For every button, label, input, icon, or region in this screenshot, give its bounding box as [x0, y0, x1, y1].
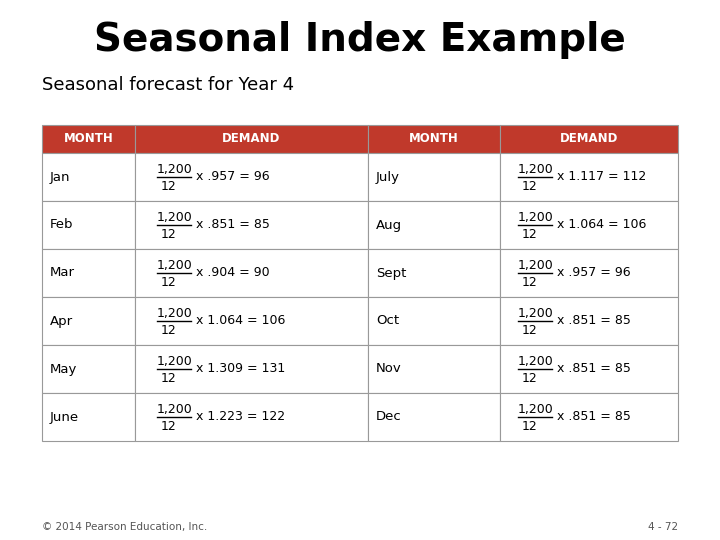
Bar [42, 153, 135, 201]
Bar [500, 201, 678, 249]
Bar [368, 393, 500, 441]
Text: 1,200: 1,200 [518, 164, 554, 177]
Bar [135, 249, 368, 297]
Bar [135, 153, 368, 201]
Text: 1,200: 1,200 [518, 355, 554, 368]
Text: 12: 12 [161, 323, 176, 336]
Text: Nov: Nov [376, 362, 402, 375]
Text: Seasonal Index Example: Seasonal Index Example [94, 21, 626, 59]
Text: May: May [50, 362, 77, 375]
Text: x 1.064 = 106: x 1.064 = 106 [196, 314, 285, 327]
Text: 4 - 72: 4 - 72 [648, 522, 678, 532]
Text: 1,200: 1,200 [157, 260, 193, 273]
Text: 1,200: 1,200 [157, 164, 193, 177]
Text: 12: 12 [522, 227, 538, 240]
Text: x .957 = 96: x .957 = 96 [196, 170, 269, 183]
Text: x .851 = 85: x .851 = 85 [196, 218, 270, 231]
Bar [135, 345, 368, 393]
Text: 12: 12 [522, 275, 538, 288]
Text: x .851 = 85: x .851 = 85 [557, 361, 631, 375]
Text: 1,200: 1,200 [157, 307, 193, 321]
Bar [368, 125, 500, 153]
Text: 12: 12 [161, 275, 176, 288]
Text: DEMAND: DEMAND [222, 132, 281, 145]
Bar [135, 297, 368, 345]
Text: x .851 = 85: x .851 = 85 [557, 314, 631, 327]
Text: 12: 12 [161, 372, 176, 384]
Bar [368, 201, 500, 249]
Text: 1,200: 1,200 [518, 403, 554, 416]
Text: June: June [50, 410, 79, 423]
Text: 12: 12 [522, 323, 538, 336]
Bar [500, 249, 678, 297]
Text: Dec: Dec [376, 410, 402, 423]
Text: 1,200: 1,200 [518, 307, 554, 321]
Text: Oct: Oct [376, 314, 399, 327]
Text: 12: 12 [161, 227, 176, 240]
Text: 12: 12 [522, 372, 538, 384]
Text: MONTH: MONTH [63, 132, 113, 145]
Bar [500, 153, 678, 201]
Text: x 1.117 = 112: x 1.117 = 112 [557, 170, 647, 183]
Text: x 1.223 = 122: x 1.223 = 122 [196, 409, 285, 422]
Text: 12: 12 [522, 420, 538, 433]
Bar [42, 393, 135, 441]
Text: 12: 12 [522, 179, 538, 192]
Text: 12: 12 [161, 179, 176, 192]
Text: 1,200: 1,200 [157, 212, 193, 225]
Bar [42, 345, 135, 393]
Text: Sept: Sept [376, 267, 406, 280]
Text: 12: 12 [161, 420, 176, 433]
Bar [500, 393, 678, 441]
Text: x .851 = 85: x .851 = 85 [557, 409, 631, 422]
Bar [42, 125, 135, 153]
Bar [135, 125, 368, 153]
Text: 1,200: 1,200 [157, 355, 193, 368]
Text: Aug: Aug [376, 219, 402, 232]
Bar [500, 345, 678, 393]
Text: Apr: Apr [50, 314, 73, 327]
Bar [42, 297, 135, 345]
Bar [368, 249, 500, 297]
Bar [368, 297, 500, 345]
Text: Jan: Jan [50, 171, 71, 184]
Text: 1,200: 1,200 [157, 403, 193, 416]
Text: x .904 = 90: x .904 = 90 [196, 266, 269, 279]
Text: DEMAND: DEMAND [560, 132, 618, 145]
Bar [42, 201, 135, 249]
Text: Feb: Feb [50, 219, 73, 232]
Bar [135, 201, 368, 249]
Text: © 2014 Pearson Education, Inc.: © 2014 Pearson Education, Inc. [42, 522, 207, 532]
Bar [500, 297, 678, 345]
Text: 1,200: 1,200 [518, 260, 554, 273]
Bar [42, 249, 135, 297]
Text: x .957 = 96: x .957 = 96 [557, 266, 631, 279]
Bar [135, 393, 368, 441]
Bar [368, 153, 500, 201]
Text: MONTH: MONTH [409, 132, 459, 145]
Text: Mar: Mar [50, 267, 75, 280]
Bar [500, 125, 678, 153]
Text: July: July [376, 171, 400, 184]
Text: 1,200: 1,200 [518, 212, 554, 225]
Text: x 1.064 = 106: x 1.064 = 106 [557, 218, 647, 231]
Text: Seasonal forecast for Year 4: Seasonal forecast for Year 4 [42, 76, 294, 94]
Text: x 1.309 = 131: x 1.309 = 131 [196, 361, 285, 375]
Bar [368, 345, 500, 393]
